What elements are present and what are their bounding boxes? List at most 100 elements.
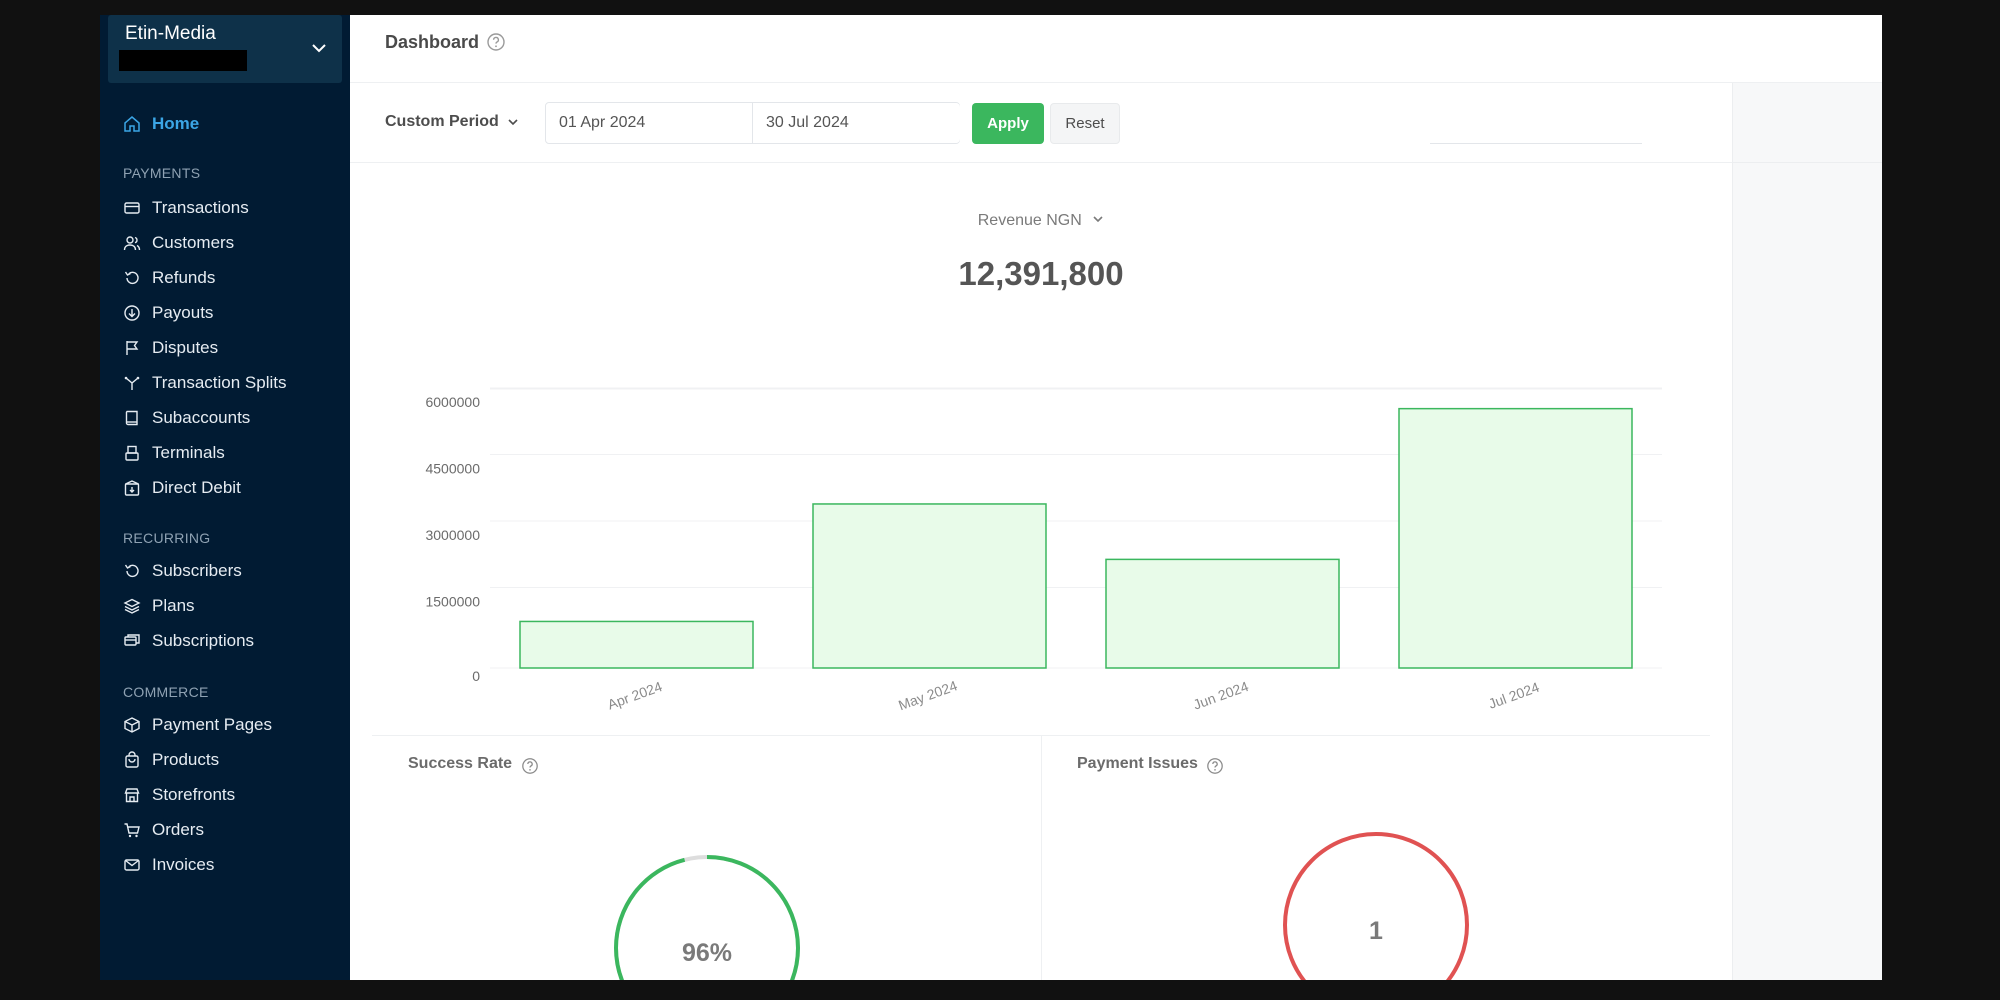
window-top-strip bbox=[0, 0, 2000, 15]
sidebar-item-label: Invoices bbox=[152, 855, 215, 874]
sidebar-item-customers[interactable]: Customers bbox=[122, 230, 234, 256]
revenue-bar[interactable] bbox=[1105, 558, 1340, 669]
sidebar-item-direct-debit[interactable]: Direct Debit bbox=[122, 475, 241, 501]
sidebar-item-label: Subscriptions bbox=[152, 631, 255, 650]
y-tick-label: 6000000 bbox=[425, 394, 480, 410]
payment-issues-donut bbox=[1283, 832, 1469, 980]
flag-icon bbox=[122, 338, 142, 358]
success-rate-value: 96% bbox=[681, 939, 733, 967]
users-icon bbox=[122, 233, 142, 253]
cart-icon bbox=[122, 820, 142, 840]
main-content: Dashboard Custom Period Apply Reset Reve… bbox=[350, 15, 1882, 980]
sidebar-item-plans[interactable]: Plans bbox=[122, 593, 195, 619]
sidebar-item-label: Plans bbox=[152, 596, 195, 615]
divider bbox=[1733, 162, 1882, 163]
x-tick-label: May 2024 bbox=[896, 677, 959, 713]
bag-icon bbox=[122, 750, 142, 770]
sidebar-item-label: Orders bbox=[152, 820, 204, 839]
sidebar-item-products[interactable]: Products bbox=[122, 747, 219, 773]
section-heading-recurring: RECURRING bbox=[123, 530, 211, 546]
refresh-icon bbox=[122, 561, 142, 581]
sidebar-item-home[interactable]: Home bbox=[122, 111, 199, 137]
sidebar-item-refunds[interactable]: Refunds bbox=[122, 265, 215, 291]
store-icon bbox=[122, 785, 142, 805]
sidebar-item-label: Terminals bbox=[152, 443, 225, 462]
sidebar-item-label: Payment Pages bbox=[152, 715, 273, 734]
split-icon bbox=[122, 373, 142, 393]
success-rate-donut bbox=[614, 855, 800, 980]
payment-issues-ring bbox=[1283, 832, 1469, 980]
period-select[interactable]: Custom Period bbox=[385, 104, 519, 140]
sidebar-item-storefronts[interactable]: Storefronts bbox=[122, 782, 235, 808]
sidebar-item-subscriptions[interactable]: Subscriptions bbox=[122, 628, 254, 654]
reset-button[interactable]: Reset bbox=[1050, 103, 1120, 144]
sidebar-item-orders[interactable]: Orders bbox=[122, 817, 204, 843]
section-heading-payments: PAYMENTS bbox=[123, 165, 201, 181]
apply-button[interactable]: Apply bbox=[972, 103, 1044, 144]
end-date-input[interactable] bbox=[753, 103, 960, 143]
undo-icon bbox=[122, 268, 142, 288]
revenue-total: 12,391,800 bbox=[958, 255, 1124, 292]
sidebar-item-label: Transactions bbox=[152, 198, 249, 217]
sidebar-item-disputes[interactable]: Disputes bbox=[122, 335, 218, 361]
start-date-input[interactable] bbox=[546, 103, 753, 143]
sidebar-item-label: Subaccounts bbox=[152, 408, 251, 427]
chevron-down-icon bbox=[508, 119, 518, 126]
payment-issues-title: Payment Issues bbox=[1077, 755, 1198, 772]
download-circle-icon bbox=[122, 303, 142, 323]
sidebar-item-label: Refunds bbox=[152, 268, 216, 287]
help-circle-icon[interactable] bbox=[1206, 757, 1224, 775]
sidebar-item-payouts[interactable]: Payouts bbox=[122, 300, 213, 326]
chevron-down-icon bbox=[1093, 216, 1103, 223]
sidebar-item-payment-pages[interactable]: Payment Pages bbox=[122, 712, 272, 738]
sidebar-item-subaccounts[interactable]: Subaccounts bbox=[122, 405, 250, 431]
success-rate-arc bbox=[614, 855, 800, 980]
help-circle-icon[interactable] bbox=[521, 757, 539, 775]
chevron-down-icon bbox=[312, 44, 326, 53]
help-circle-icon[interactable] bbox=[486, 32, 506, 52]
period-select-label: Custom Period bbox=[385, 113, 499, 130]
sidebar: Etin-Media Home PAYMENTS RECURRING COMME… bbox=[100, 15, 350, 980]
filter-bar: Custom Period Apply Reset bbox=[350, 83, 1732, 163]
bank-box-icon bbox=[122, 478, 142, 498]
sidebar-item-subscribers[interactable]: Subscribers bbox=[122, 558, 242, 584]
sidebar-item-transactions[interactable]: Transactions bbox=[122, 195, 249, 221]
page-title: Dashboard bbox=[385, 32, 480, 52]
y-tick-label: 1500000 bbox=[425, 594, 480, 610]
cube-icon bbox=[122, 715, 142, 735]
sidebar-item-transaction-splits[interactable]: Transaction Splits bbox=[122, 370, 286, 396]
home-icon bbox=[122, 114, 142, 134]
revenue-bar[interactable] bbox=[1398, 407, 1633, 669]
sidebar-item-label: Subscribers bbox=[152, 561, 242, 580]
revenue-bar[interactable] bbox=[812, 503, 1047, 669]
y-tick-label: 4500000 bbox=[425, 461, 480, 477]
stack-cards-icon bbox=[122, 631, 142, 651]
revenue-bar-chart: 0 1500000 3000000 4500000 6000000 Apr 2024 May… bbox=[425, 387, 1662, 713]
sidebar-item-label: Payouts bbox=[152, 303, 214, 322]
filter-underline bbox=[1430, 143, 1642, 144]
y-tick-label: 3000000 bbox=[425, 527, 480, 543]
right-panel bbox=[1732, 83, 1882, 980]
date-range-picker bbox=[545, 102, 960, 144]
sidebar-item-invoices[interactable]: Invoices bbox=[122, 852, 214, 878]
redacted-business-id bbox=[119, 50, 247, 71]
business-switcher[interactable]: Etin-Media bbox=[108, 15, 342, 83]
sidebar-item-label: Products bbox=[152, 750, 220, 769]
layers-icon bbox=[122, 596, 142, 616]
sidebar-item-label: Disputes bbox=[152, 338, 219, 357]
revenue-bar[interactable] bbox=[519, 620, 754, 669]
y-tick-label: 0 bbox=[472, 668, 480, 684]
payment-issues-value: 1 bbox=[1369, 917, 1383, 945]
metric-select[interactable]: Revenue NGN bbox=[350, 212, 1732, 230]
divider bbox=[372, 735, 1710, 736]
card-icon bbox=[122, 198, 142, 218]
x-tick-label: Apr 2024 bbox=[605, 678, 664, 713]
sidebar-item-terminals[interactable]: Terminals bbox=[122, 440, 225, 466]
success-rate-title: Success Rate bbox=[408, 755, 513, 772]
terminal-icon bbox=[122, 443, 142, 463]
sidebar-item-label: Customers bbox=[152, 233, 235, 252]
x-tick-label: Jun 2024 bbox=[1191, 678, 1251, 713]
book-icon bbox=[122, 408, 142, 428]
divider bbox=[1041, 736, 1042, 980]
page-header: Dashboard bbox=[350, 15, 1882, 83]
